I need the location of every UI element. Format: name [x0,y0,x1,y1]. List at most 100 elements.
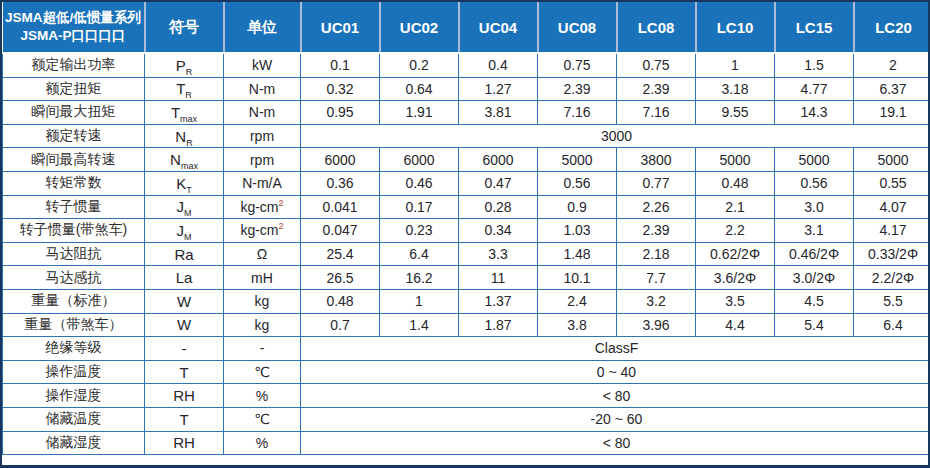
value-cell: 10.1 [538,266,617,290]
table-row: 额定输出功率PRkW0.10.20.40.750.7511.52 [3,53,930,77]
symbol-text: RH [173,387,195,404]
value-cell: 14.3 [775,101,854,125]
unit-superscript: 2 [279,198,284,208]
symbol-cell: RH [145,384,224,408]
row-label: 重量（标准） [3,289,145,313]
symbol-subscript: T [186,185,192,195]
unit-text: kg-cm [240,222,278,238]
unit-cell: kg [224,289,301,313]
table-row: 瞬间最大扭矩TmaxN-m0.951.913.817.167.169.5514.… [3,101,930,125]
value-cell: 0.95 [301,101,380,125]
unit-text: N-m [249,104,275,120]
value-cell: 0.041 [301,195,380,219]
value-cell: 0.46 [380,171,459,195]
unit-cell: ℃ [224,360,301,384]
value-cell: 9.55 [696,101,775,125]
table-row: 重量（标准）Wkg0.4811.372.43.23.54.55.5 [3,289,930,313]
row-label: 额定输出功率 [3,53,145,77]
model-column-header: LC08 [617,2,696,53]
symbol-cell: RH [145,431,224,455]
value-cell: 6.37 [854,77,930,101]
value-cell: 2.39 [617,77,696,101]
symbol-text: J [177,198,185,215]
row-label: 马达感抗 [3,266,145,290]
symbol-subscript: M [184,208,192,218]
unit-superscript: 2 [279,222,284,232]
value-cell: 3.2 [617,289,696,313]
unit-cell: % [224,384,301,408]
value-cell: 1.48 [538,242,617,266]
spec-table-body: 额定输出功率PRkW0.10.20.40.750.7511.52额定扭矩TRN-… [3,53,930,455]
table-row: 瞬间最高转速Nmaxrpm600060006000500038005000500… [3,148,930,172]
row-label: 额定转速 [3,124,145,148]
value-cell: 0.34 [459,219,538,243]
series-title-line1: JSMA超低/低惯量系列 [3,9,144,27]
value-cell: 16.2 [380,266,459,290]
value-cell: 3.81 [459,101,538,125]
unit-cell: kW [224,53,301,77]
value-cell: 1.91 [380,101,459,125]
unit-cell: rpm [224,148,301,172]
value-cell: 3.5 [696,289,775,313]
value-cell: 4.17 [854,219,930,243]
series-title-line2: JSMA-P口口口口 [3,27,144,45]
symbol-cell: W [145,313,224,337]
unit-cell: kg [224,313,301,337]
row-label: 转矩常数 [3,171,145,195]
symbol-cell: Tmax [145,101,224,125]
symbol-column-header: 符号 [145,2,224,53]
symbol-cell: NR [145,124,224,148]
value-cell: 4.77 [775,77,854,101]
value-cell: 5000 [538,148,617,172]
span-value-cell: 0 ~ 40 [301,360,930,384]
table-row: 储藏温度T℃-20 ~ 60 [3,407,930,431]
value-cell: 2.4 [538,289,617,313]
table-row: 重量（带煞车）Wkg0.71.41.873.83.964.45.46.4 [3,313,930,337]
unit-text: kg [255,293,270,309]
row-label: 转子惯量(带煞车) [3,219,145,243]
row-label: 转子惯量 [3,195,145,219]
span-value-cell: < 80 [301,431,930,455]
value-cell: 5000 [775,148,854,172]
value-cell: 2.39 [538,77,617,101]
symbol-cell: La [145,266,224,290]
row-label: 额定扭矩 [3,77,145,101]
value-cell: 0.1 [301,53,380,77]
symbol-text: K [176,175,186,192]
series-title-cell: JSMA超低/低惯量系列 JSMA-P口口口口 [3,2,145,53]
unit-text: rpm [250,152,274,168]
value-cell: 3.6/2Φ [696,266,775,290]
unit-text: % [256,388,268,404]
unit-cell: N-m [224,101,301,125]
unit-cell: Ω [224,242,301,266]
table-row: 马达阻抗RaΩ25.46.43.31.482.180.62/2Φ0.46/2Φ0… [3,242,930,266]
value-cell: 19.1 [854,101,930,125]
unit-text: mH [251,270,273,286]
value-cell: 2 [854,53,930,77]
value-cell: 0.64 [380,77,459,101]
value-cell: 0.75 [538,53,617,77]
spec-table: JSMA超低/低惯量系列 JSMA-P口口口口 符号 单位 UC01UC02UC… [2,2,930,455]
symbol-text: - [182,340,187,357]
symbol-text: RH [173,434,195,451]
value-cell: 3.0/2Φ [775,266,854,290]
table-row: 储藏湿度RH%< 80 [3,431,930,455]
span-value-cell: ClassF [301,337,930,361]
symbol-cell: W [145,289,224,313]
unit-cell: % [224,431,301,455]
model-column-header: LC15 [775,2,854,53]
value-cell: 7.7 [617,266,696,290]
symbol-cell: Ra [145,242,224,266]
value-cell: 25.4 [301,242,380,266]
symbol-text: La [176,269,193,286]
table-row: 转子惯量(带煞车)JMkg-cm20.0470.230.341.032.392.… [3,219,930,243]
value-cell: 4.5 [775,289,854,313]
symbol-text: T [176,80,185,97]
value-cell: 3.96 [617,313,696,337]
value-cell: 3.18 [696,77,775,101]
value-cell: 1.37 [459,289,538,313]
unit-text: rpm [250,128,274,144]
value-cell: 4.4 [696,313,775,337]
value-cell: 2.2/2Φ [854,266,930,290]
value-cell: 0.47 [459,171,538,195]
